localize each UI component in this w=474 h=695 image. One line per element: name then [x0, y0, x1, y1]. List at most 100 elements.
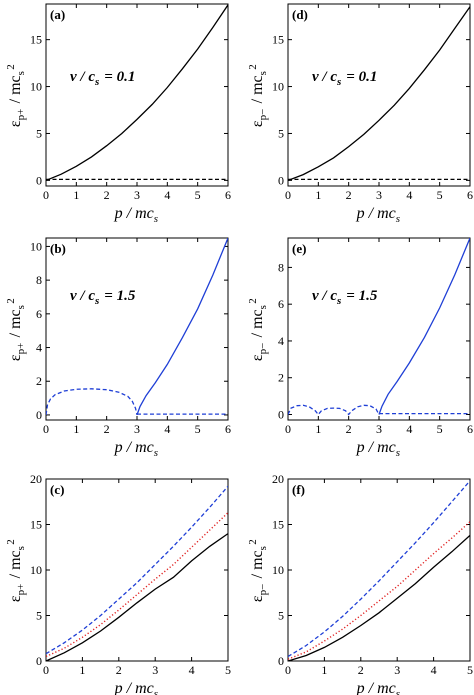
y-tick-label: 5 — [278, 609, 284, 623]
y-tick-label: 10 — [30, 239, 42, 253]
x-tick-label: 1 — [73, 422, 79, 436]
y-tick-label: 6 — [36, 307, 42, 321]
x-tick-label: 2 — [346, 188, 352, 202]
series-line-solid — [288, 534, 470, 661]
y-tick-label: 8 — [36, 273, 42, 287]
plot-frame — [287, 3, 471, 187]
y-tick-label: 15 — [272, 33, 284, 47]
series-line-dotted — [46, 512, 228, 658]
x-tick-label: 2 — [346, 422, 352, 436]
x-tick-label: 1 — [73, 188, 79, 202]
panel-label: (a) — [50, 7, 65, 22]
plot-frame — [45, 478, 229, 662]
chart-panel-d: 0 1 2 3 4 5 6 0 5 10 15 (d) v / cs = 0.1 p / mcs εp− … — [247, 3, 473, 225]
x-tick-label: 5 — [437, 422, 443, 436]
y-tick-label: 15 — [30, 33, 42, 47]
x-tick-label: 4 — [164, 188, 170, 202]
x-tick-label: 5 — [195, 188, 201, 202]
series-line-dashed — [46, 485, 228, 655]
chart-panel-c: 0 1 2 3 4 5 0 5 10 15 20 (c) p / mcs εp+ / mcs 2 — [5, 472, 231, 695]
x-tick-label: 1 — [321, 663, 327, 677]
x-tick-label: 1 — [315, 422, 321, 436]
x-tick-label: 1 — [315, 188, 321, 202]
x-tick-label: 4 — [164, 422, 170, 436]
y-tick-label: 0 — [278, 407, 284, 421]
y-tick-label: 0 — [36, 654, 42, 668]
x-tick-label: 4 — [189, 663, 195, 677]
y-tick-label: 15 — [30, 518, 42, 532]
x-tick-label: 5 — [195, 422, 201, 436]
y-tick-label: 4 — [278, 334, 284, 348]
y-tick-label: 8 — [278, 260, 284, 274]
plot-frame — [45, 3, 229, 187]
x-tick-label: 0 — [285, 188, 291, 202]
series-line-solid — [378, 238, 470, 415]
panel-label: (d) — [292, 7, 308, 22]
x-tick-label: 4 — [406, 422, 412, 436]
x-tick-label: 2 — [104, 188, 110, 202]
x-tick-label: 1 — [79, 663, 85, 677]
x-tick-label: 3 — [376, 188, 382, 202]
plot-frame — [45, 237, 229, 421]
y-axis-label: εp+ / mcs 2 — [5, 538, 27, 602]
y-tick-label: 6 — [278, 297, 284, 311]
series-line-solid — [46, 533, 228, 661]
series-line-solid — [136, 238, 228, 416]
series-line-dashed — [288, 404, 380, 416]
x-tick-label: 3 — [394, 663, 400, 677]
velocity-annotation: v / cs = 0.1 — [70, 69, 135, 88]
x-tick-label: 5 — [225, 663, 231, 677]
x-axis-label: p / mcs — [114, 439, 160, 459]
y-tick-label: 0 — [36, 408, 42, 422]
velocity-annotation: v / cs = 1.5 — [312, 288, 378, 307]
y-axis-label: εp− / mcs 2 — [247, 63, 269, 127]
x-axis-label: p / mcs — [356, 680, 402, 695]
y-tick-label: 0 — [36, 173, 42, 187]
x-axis-label: p / mcs — [356, 205, 402, 225]
series-line-dashed — [46, 388, 138, 416]
chart-panel-b: 0 1 2 3 4 5 6 0 2 4 6 8 10 (b) v / cs = 1.5 p / mcs εp+… — [5, 237, 231, 459]
x-tick-label: 0 — [43, 422, 49, 436]
x-tick-label: 3 — [152, 663, 158, 677]
y-axis-label: εp− / mcs 2 — [247, 538, 269, 602]
x-tick-label: 3 — [134, 422, 140, 436]
x-tick-label: 2 — [104, 422, 110, 436]
y-tick-label: 4 — [36, 341, 42, 355]
x-tick-label: 3 — [376, 422, 382, 436]
y-axis-label: εp− / mcs 2 — [247, 297, 269, 361]
y-tick-label: 0 — [278, 173, 284, 187]
x-tick-label: 5 — [437, 188, 443, 202]
x-axis-label: p / mcs — [356, 439, 402, 459]
plot-frame — [287, 478, 471, 662]
x-tick-label: 0 — [285, 663, 291, 677]
y-tick-label: 20 — [30, 472, 42, 486]
x-tick-label: 4 — [431, 663, 437, 677]
x-tick-label: 6 — [225, 422, 231, 436]
x-axis-label: p / mcs — [114, 205, 160, 225]
x-tick-label: 0 — [43, 188, 49, 202]
chart-panel-e: 0 1 2 3 4 5 6 0 2 4 6 8 (e) v / cs = 1.5 p / mcs εp− /… — [247, 237, 473, 459]
panel-label: (e) — [292, 241, 306, 256]
x-tick-label: 6 — [225, 188, 231, 202]
y-axis-label: εp+ / mcs 2 — [5, 63, 27, 127]
x-tick-label: 2 — [358, 663, 364, 677]
series-line-solid — [46, 4, 228, 182]
y-tick-label: 20 — [272, 472, 284, 486]
panel-label: (b) — [50, 241, 66, 256]
x-axis-label: p / mcs — [114, 680, 160, 695]
x-tick-label: 0 — [43, 663, 49, 677]
y-tick-label: 5 — [278, 126, 284, 140]
x-tick-label: 0 — [285, 422, 291, 436]
y-tick-label: 0 — [278, 654, 284, 668]
y-tick-label: 10 — [272, 563, 284, 577]
series-line-solid — [288, 6, 470, 182]
y-tick-label: 5 — [36, 126, 42, 140]
plot-frame — [287, 237, 471, 421]
x-tick-label: 2 — [116, 663, 122, 677]
y-tick-label: 10 — [272, 80, 284, 94]
x-tick-label: 5 — [467, 663, 473, 677]
x-tick-label: 6 — [467, 188, 473, 202]
velocity-annotation: v / cs = 1.5 — [70, 288, 136, 307]
y-tick-label: 10 — [30, 563, 42, 577]
